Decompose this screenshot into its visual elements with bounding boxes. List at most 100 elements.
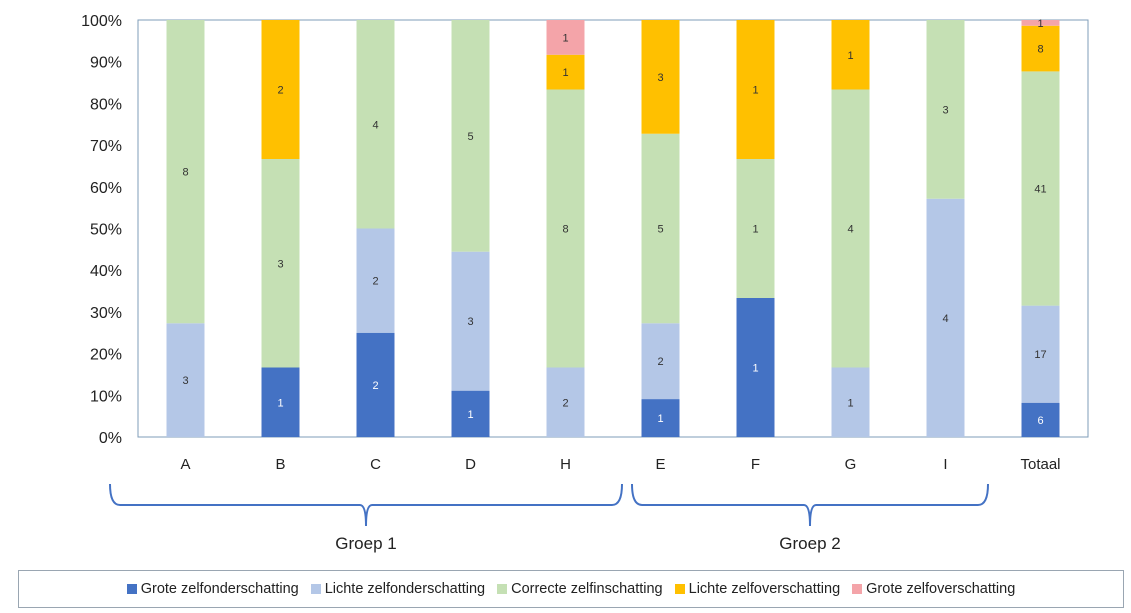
bar-segment: [546, 89, 585, 368]
legend-label: Lichte zelfonderschatting: [324, 581, 486, 597]
x-tick-label: I: [943, 456, 947, 473]
bar-segment: [451, 251, 490, 391]
data-label: 1: [752, 85, 758, 97]
data-label: 1: [467, 409, 473, 421]
legend-swatch: [674, 584, 685, 594]
stacked-bar-chart: 0% 10% 20% 30% 40% 50% 60% 70% 80% 90% 100% 3 8 A 1 3 2 B…: [81, 13, 1089, 553]
y-tick-label: 90%: [90, 55, 122, 72]
data-label: 17: [1034, 349, 1046, 361]
bar-segment: [356, 20, 395, 229]
data-label: 2: [277, 85, 283, 97]
group-brace: [631, 483, 989, 527]
legend-item: Grote zelfoverschatting: [852, 581, 1015, 597]
data-label: 1: [657, 413, 663, 425]
data-label: 5: [657, 224, 663, 236]
data-label: 3: [942, 104, 948, 116]
group-label: Groep 1: [335, 534, 396, 553]
bar-segment: [641, 323, 680, 400]
data-label: 8: [1037, 44, 1043, 56]
legend-swatch: [310, 584, 321, 594]
bar-segment: [736, 298, 775, 437]
y-tick-label: 40%: [90, 263, 122, 280]
legend-label: Grote zelfoverschatting: [866, 581, 1016, 597]
x-tick-label: H: [560, 456, 571, 473]
bar-segment: [546, 20, 585, 55]
bar-segment: [261, 367, 300, 437]
x-tick-label: G: [845, 456, 857, 473]
data-label: 1: [1037, 18, 1043, 30]
legend-item: Lichte zelfonderschatting: [310, 581, 486, 597]
bar-segment: [546, 367, 585, 437]
plot-area: [137, 19, 1089, 438]
y-tick-label: 30%: [90, 305, 122, 322]
y-tick-label: 60%: [90, 180, 122, 197]
legend-swatch: [497, 584, 508, 594]
data-label: 1: [847, 50, 853, 62]
y-tick-label: 20%: [90, 347, 122, 364]
bar-segment: [166, 20, 205, 324]
data-label: 6: [1037, 415, 1043, 427]
bar-segment: [1021, 305, 1060, 403]
bar-segment: [831, 367, 870, 437]
data-label: 4: [942, 313, 948, 325]
data-label: 1: [562, 67, 568, 79]
data-label: 8: [562, 224, 568, 236]
legend-swatch: [126, 584, 137, 594]
data-label: 1: [752, 363, 758, 375]
bar-segment: [1021, 402, 1060, 437]
y-tick-label: 50%: [90, 222, 122, 239]
bar-segment: [831, 89, 870, 368]
x-tick-label: F: [751, 456, 760, 473]
x-tick-label: D: [465, 456, 476, 473]
legend-label: Correcte zelfinschatting: [511, 581, 663, 597]
x-tick-label: B: [275, 456, 285, 473]
legend-label: Lichte zelfoverschatting: [688, 581, 841, 597]
data-label: 1: [752, 224, 758, 236]
legend: Grote zelfonderschatting Lichte zelfonder…: [18, 570, 1124, 608]
data-label: 2: [562, 397, 568, 409]
bar-segment: [1021, 71, 1060, 306]
legend-item: Lichte zelfoverschatting: [674, 581, 841, 597]
bar-segment: [641, 133, 680, 324]
bar-segment: [356, 332, 395, 437]
bar-segment: [261, 20, 300, 159]
data-label: 5: [467, 131, 473, 143]
data-label: 1: [847, 397, 853, 409]
x-tick-label: Totaal: [1020, 456, 1060, 473]
legend-item: Grote zelfonderschatting: [126, 581, 299, 597]
data-label: 3: [182, 375, 188, 387]
legend-item: Correcte zelfinschatting: [497, 581, 663, 597]
bar-segment: [831, 20, 870, 90]
group-brace: [109, 483, 623, 527]
data-label: 3: [277, 258, 283, 270]
y-tick-label: 100%: [81, 13, 122, 30]
data-label: 2: [372, 276, 378, 288]
bar-segment: [166, 323, 205, 437]
bar-segment: [1021, 20, 1060, 26]
x-tick-label: C: [370, 456, 381, 473]
data-label: 4: [847, 224, 853, 236]
data-label: 2: [657, 356, 663, 368]
data-label: 41: [1034, 184, 1046, 196]
x-tick-label: E: [655, 456, 665, 473]
bar-segment: [451, 390, 490, 437]
y-tick-label: 70%: [90, 138, 122, 155]
bar-segment: [736, 20, 775, 159]
data-label: 4: [372, 119, 378, 131]
data-label: 2: [372, 380, 378, 392]
bar-segment: [1021, 25, 1060, 72]
data-label: 3: [467, 316, 473, 328]
bar-segment: [641, 399, 680, 437]
bar-segment: [451, 20, 490, 252]
y-tick-label: 10%: [90, 388, 122, 405]
bar-segment: [546, 54, 585, 90]
data-label: 8: [182, 167, 188, 179]
x-tick-label: A: [180, 456, 190, 473]
bar-segment: [926, 198, 965, 437]
data-label: 1: [277, 397, 283, 409]
bar-segment: [641, 20, 680, 134]
legend-swatch: [852, 584, 863, 594]
data-label: 1: [562, 32, 568, 44]
bar-segment: [736, 159, 775, 298]
y-tick-label: 80%: [90, 96, 122, 113]
